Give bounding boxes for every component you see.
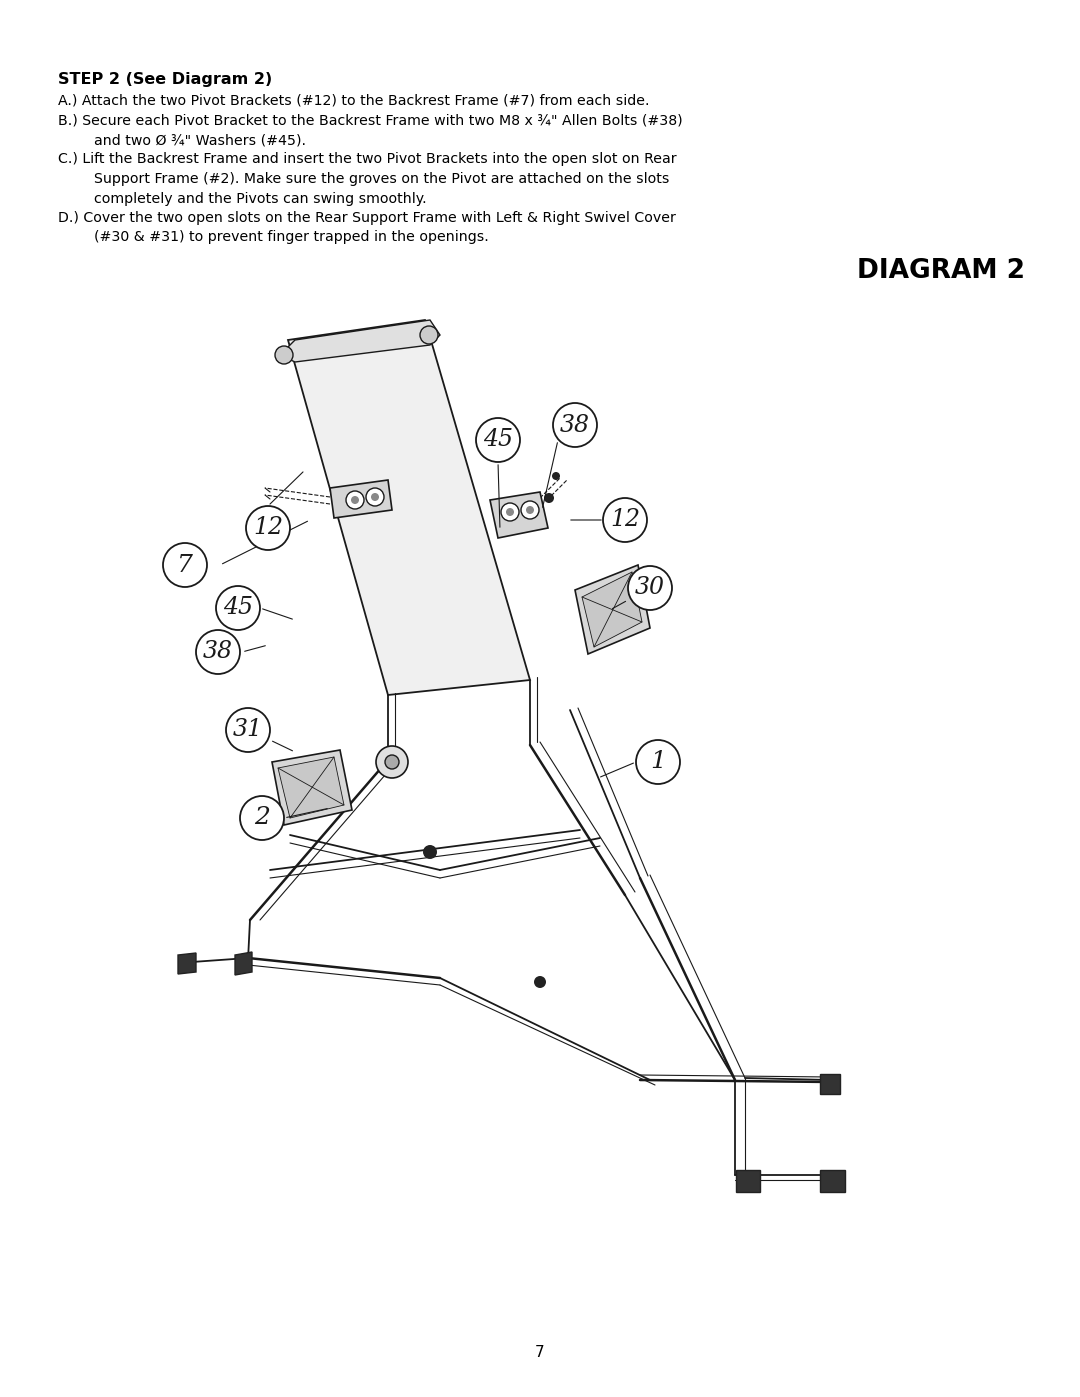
- Text: 38: 38: [561, 414, 590, 436]
- Circle shape: [521, 502, 539, 520]
- Polygon shape: [280, 320, 440, 362]
- Circle shape: [195, 630, 240, 673]
- Text: STEP 2 (See Diagram 2): STEP 2 (See Diagram 2): [58, 73, 272, 87]
- Circle shape: [544, 493, 554, 503]
- Circle shape: [246, 506, 291, 550]
- Circle shape: [501, 503, 519, 521]
- Text: 30: 30: [635, 577, 665, 599]
- Text: DIAGRAM 2: DIAGRAM 2: [858, 258, 1025, 284]
- Circle shape: [163, 543, 207, 587]
- Polygon shape: [235, 951, 252, 975]
- Polygon shape: [490, 492, 548, 538]
- Text: 12: 12: [253, 517, 283, 539]
- Circle shape: [526, 506, 534, 514]
- Circle shape: [534, 977, 546, 988]
- Circle shape: [376, 746, 408, 778]
- Circle shape: [476, 418, 519, 462]
- Text: 1: 1: [650, 750, 666, 774]
- Polygon shape: [735, 1171, 760, 1192]
- Polygon shape: [178, 953, 195, 974]
- Text: D.) Cover the two open slots on the Rear Support Frame with Left & Right Swivel : D.) Cover the two open slots on the Rear…: [58, 211, 676, 225]
- Polygon shape: [330, 481, 392, 518]
- Circle shape: [366, 488, 384, 506]
- Text: and two Ø ¾" Washers (#45).: and two Ø ¾" Washers (#45).: [58, 133, 306, 147]
- Circle shape: [603, 497, 647, 542]
- Polygon shape: [278, 757, 345, 819]
- Circle shape: [240, 796, 284, 840]
- Text: B.) Secure each Pivot Bracket to the Backrest Frame with two M8 x ¾" Allen Bolts: B.) Secure each Pivot Bracket to the Bac…: [58, 113, 683, 127]
- Text: 2: 2: [254, 806, 270, 830]
- Circle shape: [627, 566, 672, 610]
- Circle shape: [346, 490, 364, 509]
- Text: C.) Lift the Backrest Frame and insert the two Pivot Brackets into the open slot: C.) Lift the Backrest Frame and insert t…: [58, 152, 677, 166]
- Circle shape: [553, 402, 597, 447]
- Polygon shape: [820, 1074, 840, 1094]
- Text: 7: 7: [177, 553, 193, 577]
- Circle shape: [226, 708, 270, 752]
- Text: 38: 38: [203, 640, 233, 664]
- Circle shape: [507, 509, 514, 515]
- Circle shape: [275, 346, 293, 365]
- Circle shape: [420, 326, 438, 344]
- Polygon shape: [820, 1171, 845, 1192]
- Circle shape: [423, 845, 437, 859]
- Polygon shape: [582, 571, 642, 647]
- Circle shape: [552, 472, 561, 481]
- Text: 7: 7: [536, 1345, 544, 1361]
- Circle shape: [351, 496, 359, 504]
- Polygon shape: [272, 750, 352, 826]
- Polygon shape: [288, 320, 530, 694]
- Text: 45: 45: [222, 597, 253, 619]
- Circle shape: [216, 585, 260, 630]
- Text: 12: 12: [610, 509, 640, 531]
- Circle shape: [372, 493, 379, 502]
- Text: 45: 45: [483, 429, 513, 451]
- Circle shape: [636, 740, 680, 784]
- Text: completely and the Pivots can swing smoothly.: completely and the Pivots can swing smoo…: [58, 191, 427, 205]
- Text: 31: 31: [233, 718, 264, 742]
- Text: (#30 & #31) to prevent finger trapped in the openings.: (#30 & #31) to prevent finger trapped in…: [58, 231, 489, 244]
- Text: Support Frame (#2). Make sure the groves on the Pivot are attached on the slots: Support Frame (#2). Make sure the groves…: [58, 172, 670, 186]
- Polygon shape: [575, 564, 650, 654]
- Text: A.) Attach the two Pivot Brackets (#12) to the Backrest Frame (#7) from each sid: A.) Attach the two Pivot Brackets (#12) …: [58, 94, 649, 108]
- Circle shape: [384, 754, 399, 768]
